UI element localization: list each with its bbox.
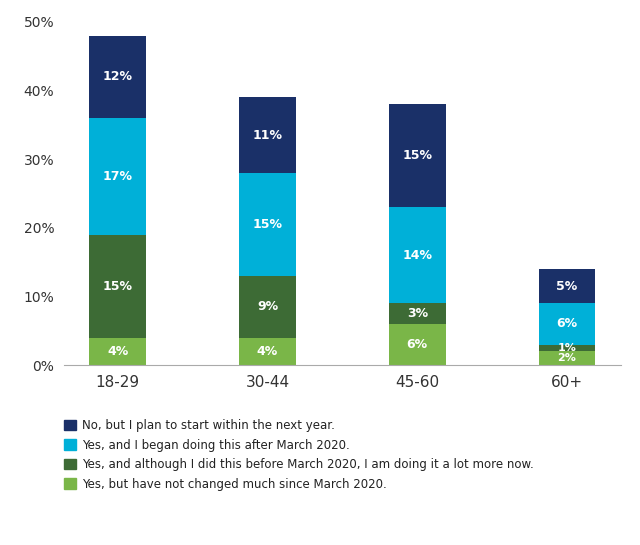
Bar: [90, 118, 146, 235]
Bar: [90, 338, 146, 365]
Bar: [239, 338, 296, 365]
Text: 4%: 4%: [107, 345, 129, 358]
Text: 17%: 17%: [103, 170, 132, 183]
Text: 12%: 12%: [103, 70, 132, 83]
Bar: [539, 344, 595, 352]
Legend: No, but I plan to start within the next year., Yes, and I began doing this after: No, but I plan to start within the next …: [65, 419, 534, 490]
Text: 2%: 2%: [557, 353, 577, 364]
Text: 11%: 11%: [253, 129, 282, 142]
Text: 6%: 6%: [556, 317, 577, 330]
Text: 14%: 14%: [403, 249, 432, 262]
Bar: [389, 324, 445, 365]
Bar: [539, 352, 595, 365]
Bar: [239, 276, 296, 338]
Bar: [389, 304, 445, 324]
Text: 6%: 6%: [406, 338, 428, 351]
Bar: [389, 104, 445, 207]
Bar: [539, 304, 595, 344]
Bar: [239, 98, 296, 173]
Text: 5%: 5%: [556, 280, 578, 293]
Text: 1%: 1%: [557, 343, 577, 353]
Bar: [239, 173, 296, 276]
Bar: [90, 235, 146, 338]
Text: 15%: 15%: [253, 218, 282, 231]
Text: 9%: 9%: [257, 300, 278, 313]
Bar: [539, 269, 595, 304]
Text: 4%: 4%: [257, 345, 278, 358]
Text: 15%: 15%: [403, 149, 432, 162]
Text: 3%: 3%: [406, 307, 428, 320]
Bar: [389, 207, 445, 304]
Text: 15%: 15%: [103, 280, 132, 293]
Bar: [90, 35, 146, 118]
